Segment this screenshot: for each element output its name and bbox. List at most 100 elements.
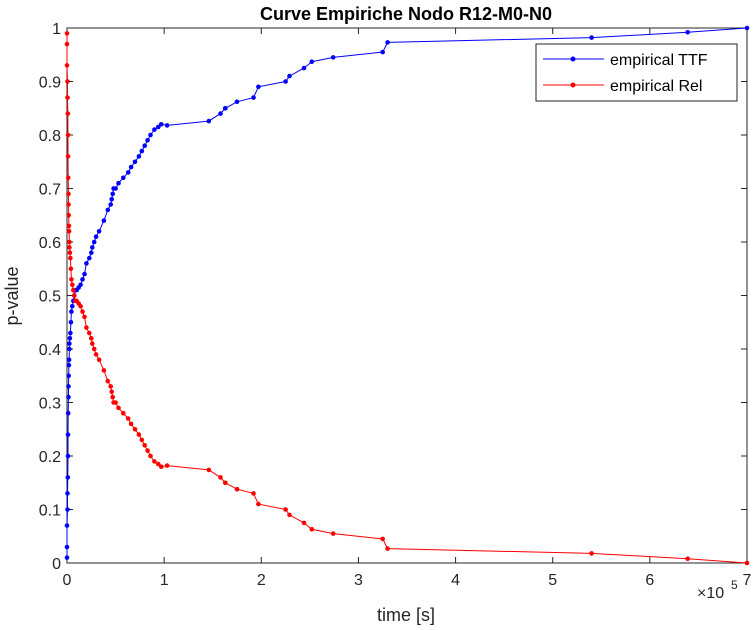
data-point-rel xyxy=(93,352,99,357)
y-tick-label: 0.5 xyxy=(39,289,61,306)
data-point-rel xyxy=(121,410,126,416)
data-point-ttf xyxy=(380,49,386,55)
data-point-ttf xyxy=(164,123,170,128)
data-point-ttf xyxy=(251,95,256,100)
legend: empirical TTF empirical Rel xyxy=(535,43,738,102)
data-point-rel xyxy=(132,427,138,432)
data-point-rel xyxy=(110,394,115,400)
data-point-ttf xyxy=(744,25,750,31)
data-point-rel xyxy=(108,384,113,389)
data-point-rel xyxy=(380,536,386,542)
x-tick-label: 1 xyxy=(160,572,169,589)
data-point-rel xyxy=(64,31,70,36)
data-point-ttf xyxy=(66,357,72,363)
legend-marker-ttf xyxy=(570,56,576,62)
data-point-rel xyxy=(64,63,70,68)
data-point-ttf xyxy=(101,218,107,223)
data-point-ttf xyxy=(91,239,97,245)
data-point-rel xyxy=(589,551,594,556)
data-point-ttf xyxy=(65,410,71,416)
data-point-ttf xyxy=(66,394,71,400)
data-point-rel xyxy=(68,266,74,272)
data-point-ttf xyxy=(156,124,161,130)
data-point-rel xyxy=(223,480,228,486)
data-point-rel xyxy=(744,560,750,566)
y-tick-label: 0.8 xyxy=(39,128,61,145)
data-point-ttf xyxy=(65,507,70,512)
data-point-ttf xyxy=(93,234,99,239)
data-point-ttf xyxy=(234,99,240,105)
data-point-ttf xyxy=(121,175,126,181)
y-tick-label: 0.6 xyxy=(39,235,61,252)
data-point-rel xyxy=(66,191,71,197)
y-tick-label: 0.7 xyxy=(39,182,61,199)
data-point-rel xyxy=(69,277,74,282)
data-point-rel xyxy=(78,303,83,309)
data-point-rel xyxy=(116,405,121,411)
data-point-rel xyxy=(96,357,102,363)
series-layer xyxy=(64,25,750,566)
data-point-rel xyxy=(71,287,76,293)
legend-label-ttf: empirical TTF xyxy=(610,52,708,69)
data-point-rel xyxy=(218,475,223,480)
data-point-ttf xyxy=(108,202,113,207)
data-point-ttf xyxy=(66,362,72,368)
data-point-ttf xyxy=(142,143,147,148)
data-point-rel xyxy=(113,400,118,405)
data-point-ttf xyxy=(218,111,223,116)
data-point-ttf xyxy=(64,555,70,560)
plot-area xyxy=(66,27,748,564)
data-point-ttf xyxy=(105,207,111,213)
data-point-rel xyxy=(152,459,157,464)
data-point-ttf xyxy=(116,180,121,186)
data-point-rel xyxy=(136,432,142,437)
data-point-ttf xyxy=(330,55,336,60)
data-point-rel xyxy=(301,520,307,526)
data-point-ttf xyxy=(65,453,71,459)
data-point-ttf xyxy=(66,373,71,379)
data-point-ttf xyxy=(87,255,92,261)
data-point-rel xyxy=(70,282,75,288)
data-point-rel xyxy=(64,41,70,47)
data-point-ttf xyxy=(589,35,594,40)
data-point-rel xyxy=(66,202,71,207)
data-point-rel xyxy=(72,293,77,298)
data-point-ttf xyxy=(80,277,85,282)
data-point-rel xyxy=(148,453,153,459)
y-tick-label: 0.4 xyxy=(39,342,61,359)
data-point-rel xyxy=(125,416,131,421)
data-point-rel xyxy=(145,448,150,453)
data-point-ttf xyxy=(139,148,145,154)
data-point-ttf xyxy=(309,59,315,64)
x-tick-label: 4 xyxy=(451,572,460,589)
data-point-rel xyxy=(65,111,71,116)
data-point-ttf xyxy=(64,544,70,550)
data-point-rel xyxy=(330,531,336,536)
legend-box xyxy=(535,43,738,102)
data-point-rel xyxy=(82,314,87,320)
y-tick-label: 0.3 xyxy=(39,396,61,413)
data-point-ttf xyxy=(65,432,71,437)
data-point-rel xyxy=(65,79,70,84)
data-point-ttf xyxy=(66,384,71,389)
data-point-ttf xyxy=(89,250,94,255)
data-point-ttf xyxy=(113,186,118,191)
data-point-ttf xyxy=(82,271,87,277)
x-tick-label: 3 xyxy=(354,572,363,589)
data-point-rel xyxy=(309,527,315,532)
x-axis-ticks: 0 1 2 3 4 5 6 7 xyxy=(63,28,752,589)
legend-marker-rel xyxy=(570,82,576,88)
data-point-ttf xyxy=(67,346,72,352)
data-point-rel xyxy=(156,461,161,467)
data-point-ttf xyxy=(148,132,153,138)
y-tick-label: 0.2 xyxy=(39,449,61,466)
data-point-ttf xyxy=(128,164,134,170)
data-point-rel xyxy=(685,556,690,561)
data-point-rel xyxy=(251,491,256,496)
data-point-rel xyxy=(84,325,89,330)
x-tick-label: 2 xyxy=(257,572,266,589)
data-point-ttf xyxy=(256,84,261,90)
data-point-ttf xyxy=(67,336,73,341)
data-point-ttf xyxy=(152,127,157,132)
data-point-rel xyxy=(65,175,71,181)
